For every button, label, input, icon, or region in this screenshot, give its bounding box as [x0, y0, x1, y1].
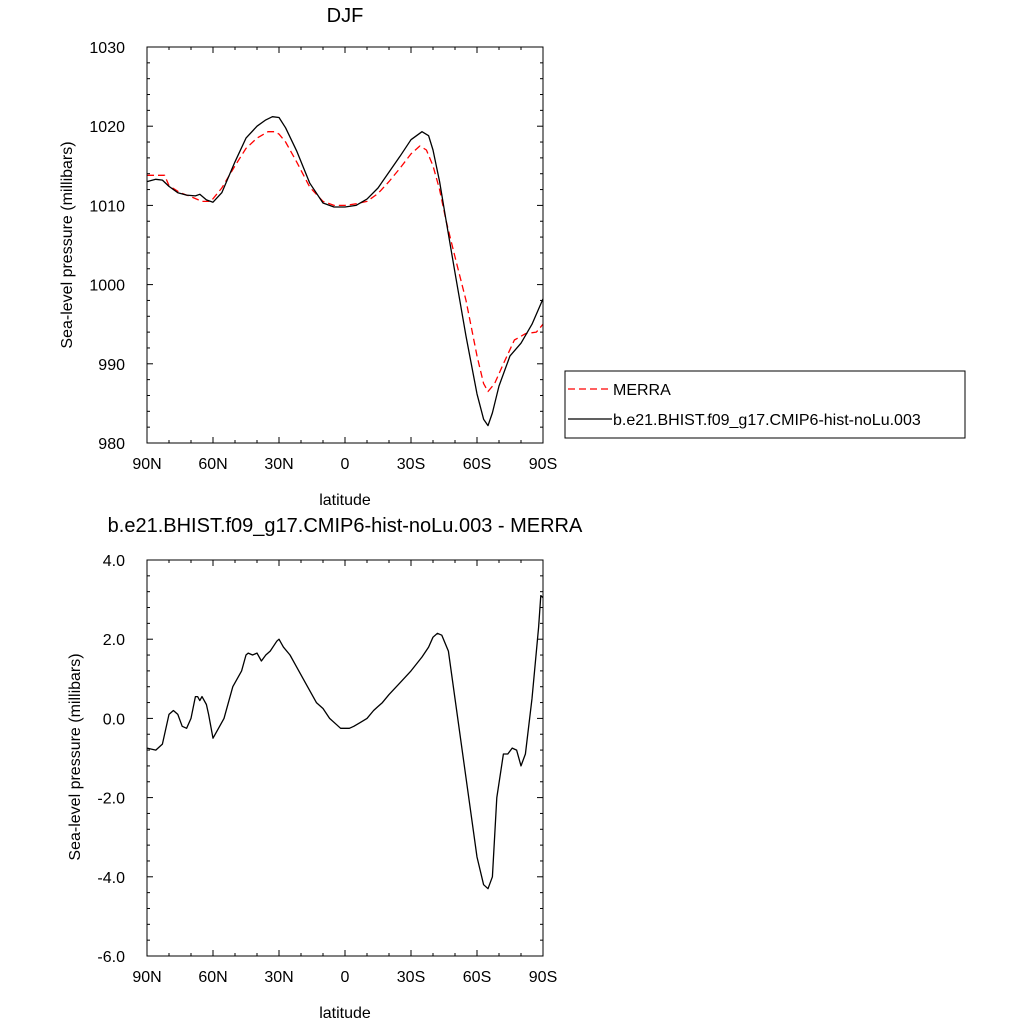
y-tick-label-1: -2.0 [97, 791, 125, 808]
y-tick-label-1: 0.0 [103, 711, 125, 728]
x-tick-label-1: 60N [198, 969, 227, 986]
top-axis-ticks: 90N 60N 30N 0 30S 60S 90S 980 990 1000 1010 1020 103… [89, 40, 557, 473]
x-tick-label-0: 90S [529, 456, 557, 473]
series-line-1-0 [146, 594, 544, 890]
bottom-series-lines [146, 594, 544, 890]
series-line-0-1 [146, 116, 544, 427]
x-tick-label-0: 0 [341, 456, 350, 473]
top-series-lines [146, 116, 544, 427]
bottom-panel: b.e21.BHIST.f09_g17.CMIP6-hist-noLu.003 … [67, 515, 583, 1022]
top-plot-title: DJF [327, 5, 364, 27]
x-tick-label-1: 30S [397, 969, 425, 986]
y-tick-label-0: 1030 [89, 40, 125, 57]
top-y-axis-title: Sea-level pressure (millibars) [59, 141, 76, 348]
series-line-0-0 [147, 131, 544, 393]
legend-box [564, 370, 966, 439]
y-tick-label-1: -4.0 [97, 870, 125, 887]
legend-label-model: b.e21.BHIST.f09_g17.CMIP6-hist-noLu.003 [613, 412, 921, 429]
y-tick-label-1: -6.0 [97, 949, 125, 966]
bottom-x-axis-title: latitude [319, 1005, 371, 1022]
x-tick-label-0: 30N [264, 456, 293, 473]
x-tick-label-1: 0 [341, 969, 350, 986]
x-tick-label-1: 60S [463, 969, 491, 986]
x-tick-label-1: 30N [264, 969, 293, 986]
bottom-plot-frame [146, 559, 544, 957]
bottom-plot-title: b.e21.BHIST.f09_g17.CMIP6-hist-noLu.003 … [108, 515, 583, 537]
x-tick-label-0: 60N [198, 456, 227, 473]
y-tick-label-0: 980 [98, 436, 125, 453]
x-tick-label-1: 90S [529, 969, 557, 986]
legend: MERRA b.e21.BHIST.f09_g17.CMIP6-hist-noL… [564, 370, 966, 439]
y-tick-label-1: 4.0 [103, 553, 125, 570]
x-tick-label-0: 90N [132, 456, 161, 473]
x-tick-label-0: 60S [463, 456, 491, 473]
top-panel: DJF 90N 60N 30N 0 30S 60S 90S 980 990 1000 1010 102… [59, 5, 966, 509]
y-tick-label-0: 1010 [89, 198, 125, 215]
bottom-y-axis-title: Sea-level pressure (millibars) [67, 653, 84, 860]
y-tick-label-0: 990 [98, 357, 125, 374]
x-tick-label-1: 90N [132, 969, 161, 986]
top-x-axis-title: latitude [319, 492, 371, 509]
y-tick-label-0: 1020 [89, 119, 125, 136]
legend-label-merra: MERRA [613, 382, 671, 399]
y-tick-label-0: 1000 [89, 278, 125, 295]
x-tick-label-0: 30S [397, 456, 425, 473]
y-tick-label-1: 2.0 [103, 632, 125, 649]
bottom-axis-ticks: 90N 60N 30N 0 30S 60S 90S -6.0 -4.0 -2.0 0.0 2.0 4.0 [97, 553, 557, 986]
